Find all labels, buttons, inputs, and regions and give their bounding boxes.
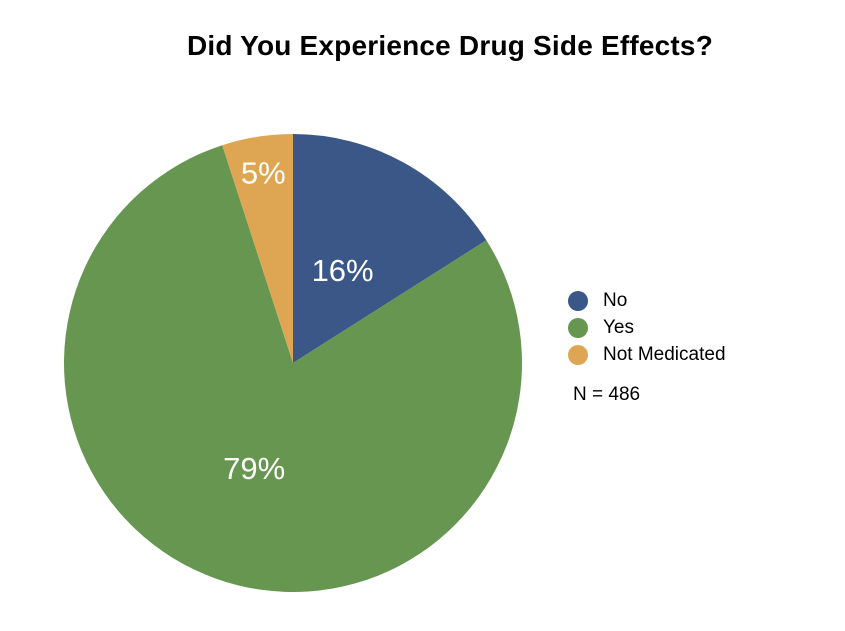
legend-label-not-medicated: Not Medicated [603,343,726,365]
pie-slice-no [293,134,487,363]
pie-label-not-medicated: 5% [241,155,286,190]
legend-label-no: No [603,289,628,311]
sample-size-note: N = 486 [573,384,641,405]
legend-label-yes: Yes [603,316,634,338]
pie-label-no: 16% [312,253,374,288]
pie-slices [63,134,522,593]
legend-item-yes: Yes [568,314,726,341]
legend-swatch-no [568,290,588,311]
legend-item-not-medicated: Not Medicated [568,341,726,368]
legend: No Yes Not Medicated [568,287,726,368]
pie-slice-labels: 16% 79% 5% [223,155,373,485]
pie-slice-not-medicated [222,134,293,363]
legend-swatch-not-medicated [568,344,588,365]
legend-item-no: No [568,287,726,314]
chart-title: Did You Experience Drug Side Effects? [186,30,714,61]
pie-label-yes: 79% [223,451,285,486]
legend-swatch-yes [568,317,588,338]
pie-slice-yes [63,145,522,593]
